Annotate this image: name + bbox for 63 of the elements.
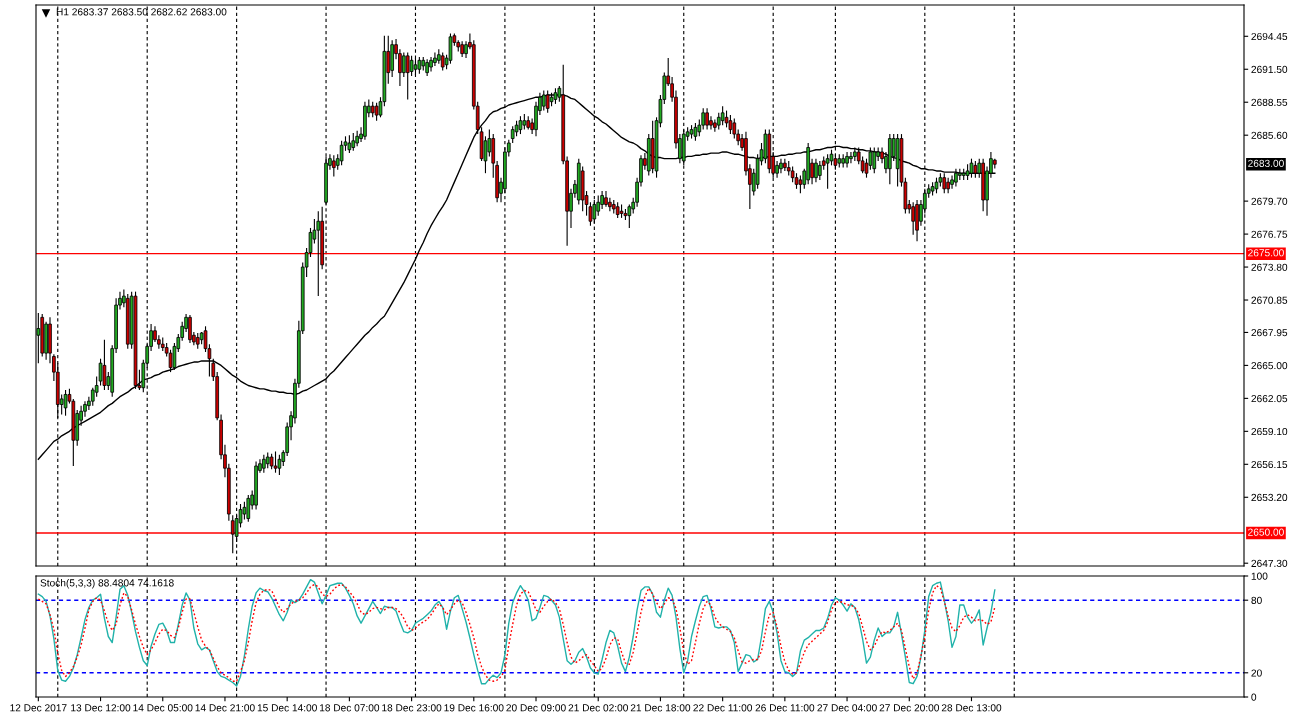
candlestick <box>814 158 818 183</box>
y-tick-label: 2653.20 <box>1251 493 1288 502</box>
y-tick-label: 2691.50 <box>1251 65 1288 74</box>
candlestick <box>339 140 344 166</box>
candlestick <box>627 203 632 229</box>
candlestick <box>709 115 713 131</box>
candlestick <box>433 51 437 67</box>
y-tick-label: 2667.95 <box>1251 329 1288 337</box>
candlestick <box>188 314 192 344</box>
chart-title: H1 2683.37 2683.50 2682.62 2683.00 <box>56 8 227 16</box>
y-tick-label: 100 <box>1251 572 1268 580</box>
candlestick <box>705 107 709 131</box>
y-tick-label: 20 <box>1251 669 1262 677</box>
y-tick-label: 2676.75 <box>1251 230 1288 238</box>
x-tick-label: 19 Dec 16:00 <box>444 704 504 712</box>
candlestick <box>332 154 336 178</box>
x-tick-label: 20 Dec 09:00 <box>506 704 566 712</box>
x-tick-label: 18 Dec 07:00 <box>320 704 380 712</box>
candlestick <box>405 51 410 100</box>
candlestick <box>728 114 733 135</box>
y-tick-label: 2688.55 <box>1251 98 1288 106</box>
x-tick-label: 13 Dec 12:00 <box>71 704 131 712</box>
chart-title: Stoch(5,3,3) 88.4804 74.1618 <box>40 579 174 589</box>
x-tick-label: 28 Dec 13:00 <box>941 704 1002 712</box>
y-tick-label: 0 <box>1251 693 1257 701</box>
y-tick-label: 2659.10 <box>1251 427 1288 436</box>
candlestick <box>401 51 406 78</box>
candlestick <box>246 494 251 523</box>
y-tick-label: 2662.05 <box>1251 394 1288 403</box>
x-tick-label: 15 Dec 14:00 <box>257 704 317 712</box>
y-tick-label: 2673.80 <box>1251 263 1288 271</box>
x-tick-label: 18 Dec 23:00 <box>382 704 442 712</box>
y-tick-label: 2647.30 <box>1251 559 1288 567</box>
y-tick-label: 2670.85 <box>1251 296 1288 304</box>
candlestick <box>720 105 725 126</box>
x-tick-label: 14 Dec 05:00 <box>133 704 193 712</box>
candlestick <box>604 190 608 208</box>
candlestick <box>818 160 822 181</box>
text: 2683.00 <box>1248 159 1284 167</box>
ref-line-label: 2650.00 <box>1248 528 1284 536</box>
candlestick <box>845 151 849 169</box>
y-tick-label: 2694.45 <box>1251 32 1288 41</box>
candlestick <box>732 117 737 140</box>
x-tick-label: 27 Dec 20:00 <box>879 704 940 712</box>
candlestick <box>316 210 321 297</box>
x-tick-label: 27 Dec 04:00 <box>817 704 877 712</box>
candlestick <box>409 55 414 77</box>
y-tick-label: 2665.00 <box>1251 362 1288 370</box>
candlestick <box>911 201 915 236</box>
candlestick <box>277 454 282 476</box>
y-tick-label: 2685.60 <box>1251 131 1288 139</box>
x-tick-label: 22 Dec 11:00 <box>693 704 753 712</box>
y-tick-label: 80 <box>1251 596 1262 604</box>
candlestick <box>230 514 235 554</box>
y-tick-label: 2656.15 <box>1251 460 1288 469</box>
y-tick-label: 2679.70 <box>1251 197 1288 205</box>
ref-line-label: 2675.00 <box>1248 249 1284 257</box>
x-tick-label: 12 Dec 2017 <box>10 704 67 712</box>
x-tick-label: 14 Dec 21:00 <box>195 704 255 712</box>
x-tick-label: 26 Dec 11:00 <box>755 704 815 712</box>
candlestick <box>849 151 853 164</box>
x-tick-label: 21 Dec 18:00 <box>630 704 691 712</box>
x-tick-label: 21 Dec 02:00 <box>568 704 628 712</box>
